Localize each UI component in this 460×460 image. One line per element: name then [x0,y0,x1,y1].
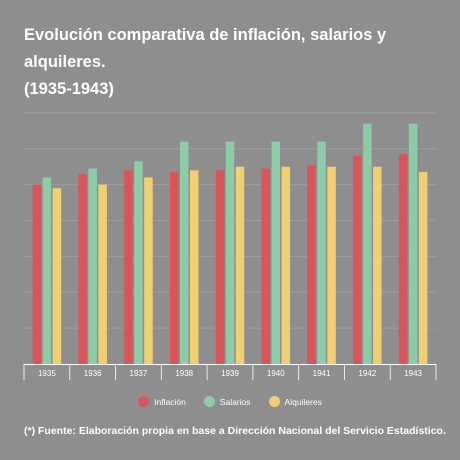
bar-inflación-1939 [215,170,225,364]
chart-title: Evolución comparativa de inflación, sala… [24,22,444,103]
x-tick-label: 1937 [130,369,148,378]
x-tick-label: 1935 [38,369,56,378]
x-tick-label: 1941 [313,369,331,378]
bar-salarios-1941 [317,141,326,364]
x-tick-label: 1942 [358,369,376,378]
bar-salarios-1940 [271,141,281,364]
bar-inflación-1943 [398,154,408,364]
bar-inflación-1935 [32,184,42,364]
legend-swatch [203,396,215,407]
bar-salarios-1938 [179,141,189,364]
legend-swatch [268,396,280,407]
legend-item-alquileres: Alquileres [268,396,322,407]
bar-alquileres-1936 [98,184,107,364]
bar-inflación-1936 [78,173,87,364]
bar-salarios-1943 [408,123,418,364]
chart-legend: Inflación Salarios Alquileres [0,396,460,407]
bar-inflación-1942 [353,155,362,364]
legend-item-salarios: Salarios [203,396,251,407]
bar-inflación-1938 [169,172,179,364]
bar-salarios-1936 [88,168,97,364]
bar-inflación-1937 [124,170,133,364]
bar-alquileres-1942 [373,166,382,364]
bar-alquileres-1938 [189,170,199,364]
bar-alquileres-1935 [52,188,62,364]
source-note: (*) Fuente: Elaboración propia en base a… [24,425,446,437]
x-tick-label: 1939 [221,369,239,378]
legend-label: Salarios [219,396,251,407]
x-tick-label: 1940 [267,369,285,378]
x-tick-label: 1943 [404,369,422,378]
legend-swatch [138,396,150,407]
legend-label: Alquileres [284,396,322,407]
legend-label: Inflación [154,396,186,407]
bar-alquileres-1941 [327,166,336,364]
bar-alquileres-1937 [144,177,153,364]
chart-title-line1: Evolución comparativa de inflación, sala… [24,26,387,71]
bar-alquileres-1939 [235,166,245,364]
bar-salarios-1937 [134,161,143,364]
legend-item-inflación: Inflación [138,396,186,407]
bar-salarios-1935 [42,177,52,364]
bar-salarios-1939 [225,141,235,364]
bar-salarios-1942 [363,123,372,364]
bar-inflación-1941 [307,164,316,364]
bar-alquileres-1943 [418,172,428,364]
chart-title-line2: (1935-1943) [24,80,114,98]
bar-inflación-1940 [261,168,271,364]
x-tick-label: 1936 [84,369,102,378]
x-tick-label: 1938 [175,369,193,378]
bar-alquileres-1940 [281,166,291,364]
